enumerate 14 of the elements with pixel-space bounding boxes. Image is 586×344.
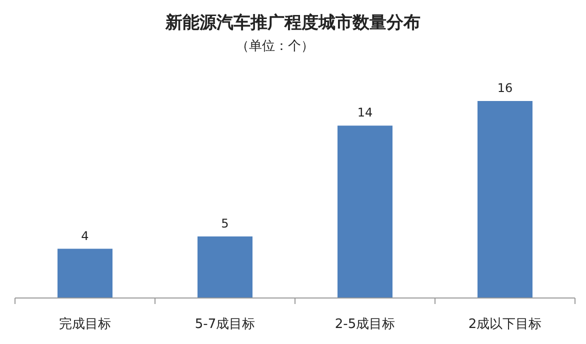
x-tick-label: 完成目标 <box>59 316 111 332</box>
bar <box>198 236 252 298</box>
data-label: 4 <box>81 228 89 243</box>
x-tick-label: 2-5成目标 <box>334 317 396 332</box>
bar <box>478 101 532 298</box>
data-label: 16 <box>497 81 513 95</box>
data-label: 14 <box>357 106 373 120</box>
chart-subtitle: （单位：个） <box>236 39 314 54</box>
bar <box>58 248 112 298</box>
x-tick-label: 5-7成目标 <box>194 317 256 332</box>
data-label: 5 <box>221 216 229 230</box>
chart-title: 新能源汽车推广程度城市数量分布 <box>164 13 420 33</box>
x-tick-label: 2成以下目标 <box>468 317 542 332</box>
bar <box>338 126 392 298</box>
